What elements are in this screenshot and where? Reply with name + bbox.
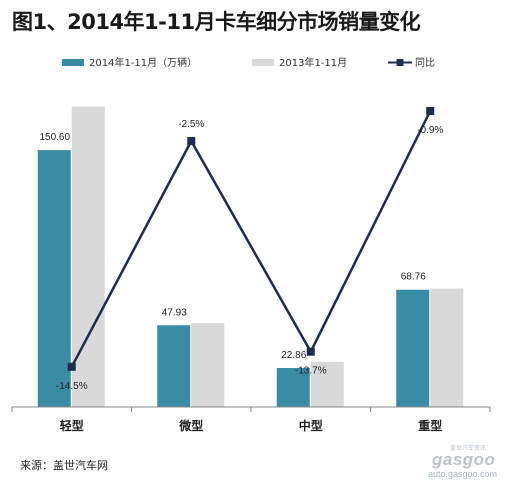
x-axis-ticks: 轻型 微型 中型 重型: [11, 407, 491, 433]
legend-item: 2014年1-11月（万辆）: [62, 56, 197, 69]
yoy-marker: [306, 347, 315, 356]
x-axis-tick-label: 轻型: [60, 418, 84, 433]
legend: 2014年1-11月（万辆） 2013年1-11月 同比: [62, 56, 435, 69]
bar-value-label: 68.76: [401, 272, 426, 283]
gasgoo-watermark-logo: 盖世汽车资讯 gasgoo auto.gasgoo.com: [420, 444, 505, 480]
legend-label: 2013年1-11月: [279, 56, 347, 69]
x-axis-tick-label: 重型: [418, 418, 442, 433]
source-note: 来源：盖世汽车网: [20, 459, 108, 472]
yoy-marker: [67, 362, 76, 371]
yoy-marker: [426, 106, 435, 115]
bar-2014: [157, 325, 191, 407]
watermark-tagline: 盖世汽车资讯: [450, 445, 487, 452]
legend-label: 2014年1-11月（万辆）: [89, 56, 197, 69]
bar-value-label: 22.86: [281, 350, 306, 361]
watermark-brand: gasgoo: [432, 450, 496, 469]
bar-2013: [430, 288, 464, 407]
bar-2014: [396, 289, 430, 407]
bar-2013: [71, 106, 105, 407]
legend-item: 同比: [388, 57, 435, 69]
legend-marker: [396, 59, 404, 66]
yoy-line-series: -14.5% -2.5% -13.7% -0.9%: [56, 106, 443, 392]
yoy-line: [70, 110, 432, 368]
bar-value-label: 150.60: [39, 132, 70, 143]
bar-2014: [276, 368, 310, 407]
yoy-value-label: -0.9%: [417, 125, 443, 136]
bar-2013: [191, 323, 225, 407]
legend-swatch: [252, 59, 274, 66]
x-axis-tick-label: 中型: [299, 418, 323, 433]
bar-group: 150.60 47.93 22.86 68.76: [37, 106, 464, 408]
watermark-url: auto.gasgoo.com: [428, 469, 498, 479]
legend-item: 2013年1-11月: [252, 56, 347, 69]
bar-2014: [37, 150, 71, 408]
chart-title: 图1、2014年1-11月卡车细分市场销量变化: [12, 10, 421, 34]
yoy-value-label: -2.5%: [178, 119, 204, 130]
yoy-marker: [187, 137, 196, 146]
yoy-value-label: -14.5%: [56, 381, 88, 392]
legend-swatch: [62, 59, 84, 66]
yoy-value-label: -13.7%: [295, 366, 327, 377]
legend-label: 同比: [415, 57, 435, 69]
bar-2013: [310, 361, 344, 407]
x-axis-tick-label: 微型: [178, 418, 203, 433]
bar-value-label: 47.93: [162, 307, 187, 318]
